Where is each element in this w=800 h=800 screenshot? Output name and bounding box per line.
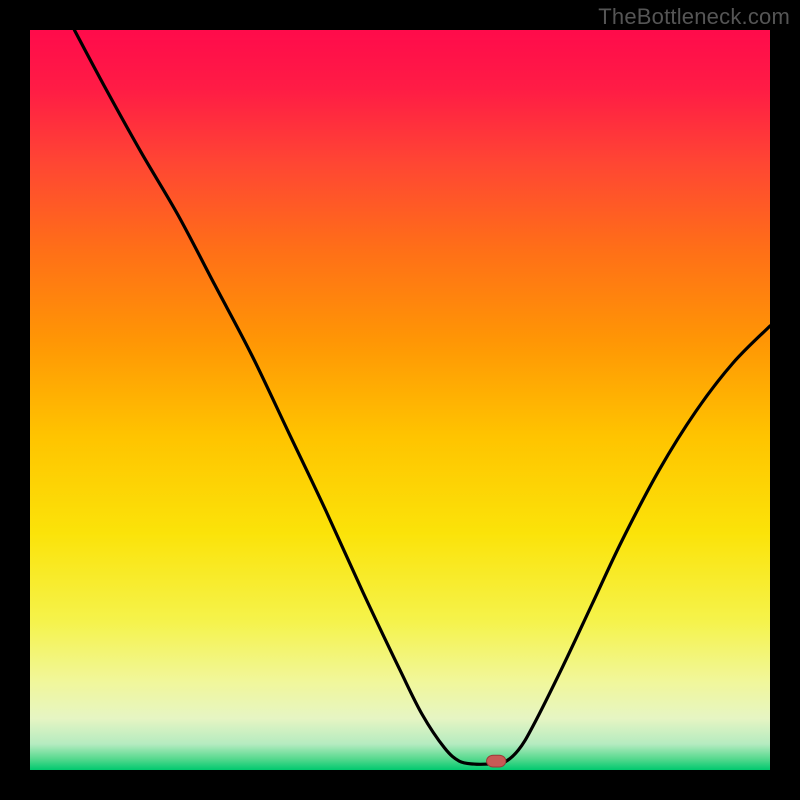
chart-container: TheBottleneck.com [0,0,800,800]
plot-background [30,30,770,770]
optimal-marker [487,755,506,767]
watermark-label: TheBottleneck.com [598,4,790,30]
bottleneck-chart [0,0,800,800]
